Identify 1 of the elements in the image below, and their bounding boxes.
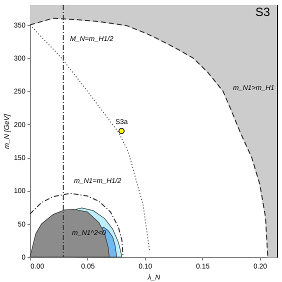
annotation: S3 (255, 5, 270, 19)
